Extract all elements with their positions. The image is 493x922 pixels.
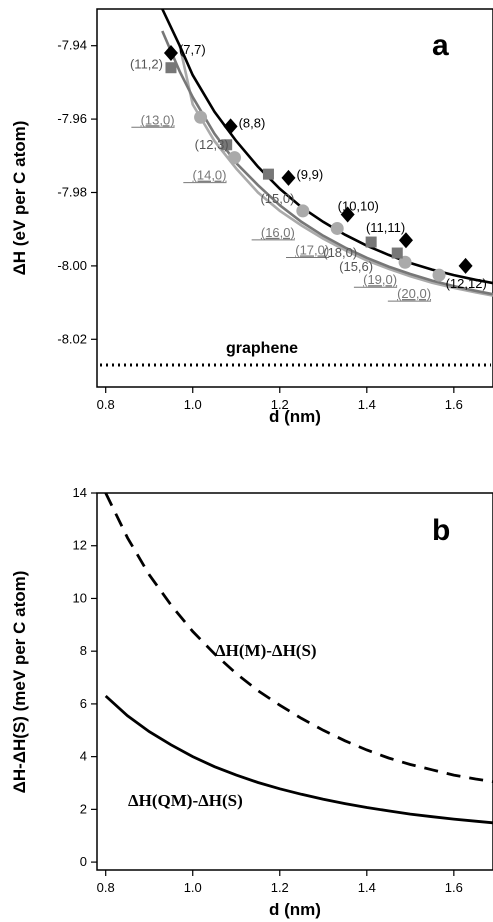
panel-b-y-tick-label: 4 [80,749,87,764]
armchair-point-label: (9,9) [296,167,323,182]
panel-b-letter: b [432,514,450,547]
panel-b-chart: 0 2 4 6 8 10 12 14 0.8 1.0 1.2 1.4 1.6 b ΔH(M)-ΔH(S… [10,485,493,919]
armchair-point [458,257,473,274]
panel-b-x-ticks: 0.8 1.0 1.2 1.4 1.6 [97,870,463,895]
armchair-point [340,206,355,223]
chiral-point-label: (15,0) [260,191,294,206]
panel-b-xlabel: d (nm) [269,900,321,919]
panel-a-y-ticks: -8.02 -8.00 -7.98 -7.96 -7.94 [57,38,97,346]
panel-b-y-tick-label: 0 [80,854,87,869]
panel-a-y-tick-label: -7.98 [57,184,87,199]
panel-a-points [163,45,473,282]
panel-b-x-tick-label: 1.0 [184,880,202,895]
panel-b-y-tick-label: 6 [80,696,87,711]
panel-b-x-tick-label: 1.2 [271,880,289,895]
armchair-point-label: (12,12) [446,276,487,291]
zigzag-point [398,255,412,269]
chiral-point-label: (11,2) [130,57,163,72]
dh-m-minus-dh-s-curve [104,493,493,784]
zigzag-point [330,221,344,235]
chiral-point-label: (18,0) [323,245,357,260]
armchair-point-label: (7,7) [179,42,206,57]
zigzag-point-label: (13,0) [141,112,175,127]
panel-b-x-tick-label: 1.6 [445,880,463,895]
panel-a-xlabel: d (nm) [269,407,321,426]
panel-b-x-tick-label: 0.8 [97,880,115,895]
panel-a-y-tick-label: -7.94 [57,38,87,53]
chiral-point [262,168,274,180]
panel-b-plot-frame [96,492,493,871]
panel-b-curves [104,493,493,825]
graphene-label: graphene [226,340,298,357]
chiral-fit-curve [161,30,493,296]
zigzag-point-label: (16,0) [261,225,295,240]
panel-b-ylabel: ΔH-ΔH(S) (meV per C atom) [10,571,29,794]
zigzag-point-label: (20,0) [397,286,431,301]
panel-a-letter: a [432,29,449,62]
panel-a-x-tick-label: 1.4 [358,397,376,412]
armchair-point-label: (8,8) [239,115,266,130]
armchair-point-label: (10,10) [338,199,379,214]
chiral-point [165,62,177,74]
armchair-point-label: (11,11) [366,220,405,235]
panel-a-x-tick-label: 1.0 [184,397,202,412]
panel-a-y-tick-label: -8.00 [57,258,87,273]
armchair-point [163,45,178,62]
panel-a-y-tick-label: -8.02 [57,331,87,346]
zigzag-point-label: (19,0) [363,272,397,287]
armchair-point [281,169,296,186]
zigzag-fit-curve [178,45,493,297]
chiral-point-label: (15,6) [339,259,373,274]
panel-b-x-tick-label: 1.4 [358,880,376,895]
chiral-point [221,139,233,151]
panel-b-y-tick-label: 14 [73,485,87,500]
zigzag-point [194,110,208,124]
chiral-point-label: (12,3) [195,137,229,152]
zigzag-point-label: (17,0) [295,242,329,257]
panel-a-x-tick-label: 1.6 [445,397,463,412]
panel-a-plot-frame [96,8,493,388]
chiral-point [365,236,377,248]
panel-b-y-ticks: 0 2 4 6 8 10 12 14 [73,485,97,869]
zigzag-point [228,151,242,165]
panel-a-x-tick-label: 0.8 [97,397,115,412]
panel-a-x-tick-label: 1.2 [271,397,289,412]
zigzag-point [432,268,446,282]
panel-b-y-tick-label: 12 [73,538,87,553]
armchair-point [398,232,413,249]
panel-a-y-tick-label: -7.96 [57,111,87,126]
panel-a-graphene-line: graphene [100,340,491,367]
panel-b-annotation-qm: ΔH(QM)-ΔH(S) [128,791,243,810]
panel-a-ylabel: ΔH (eV per C atom) [10,121,29,276]
panel-b-y-tick-label: 8 [80,643,87,658]
panel-b-y-tick-label: 10 [73,590,87,605]
panel-a-x-ticks: 0.8 1.0 1.2 1.4 1.6 [97,387,463,412]
panel-b-annotation-m: ΔH(M)-ΔH(S) [215,641,317,660]
panel-a-point-labels: (13,0) (14,0) (16,0)(17,0) (19,0)(20,0) (11,… [130,42,487,302]
zigzag-point [296,204,310,218]
chiral-point [391,247,403,259]
zigzag-point-label: (14,0) [193,168,227,183]
dh-qm-minus-dh-s-curve [104,694,493,825]
armchair-point [223,118,238,135]
panel-a-chart: -8.02 -8.00 -7.98 -7.96 -7.94 0.8 1.0 1.2 1.4 1.… [10,8,493,426]
panel-b-y-tick-label: 2 [80,801,87,816]
